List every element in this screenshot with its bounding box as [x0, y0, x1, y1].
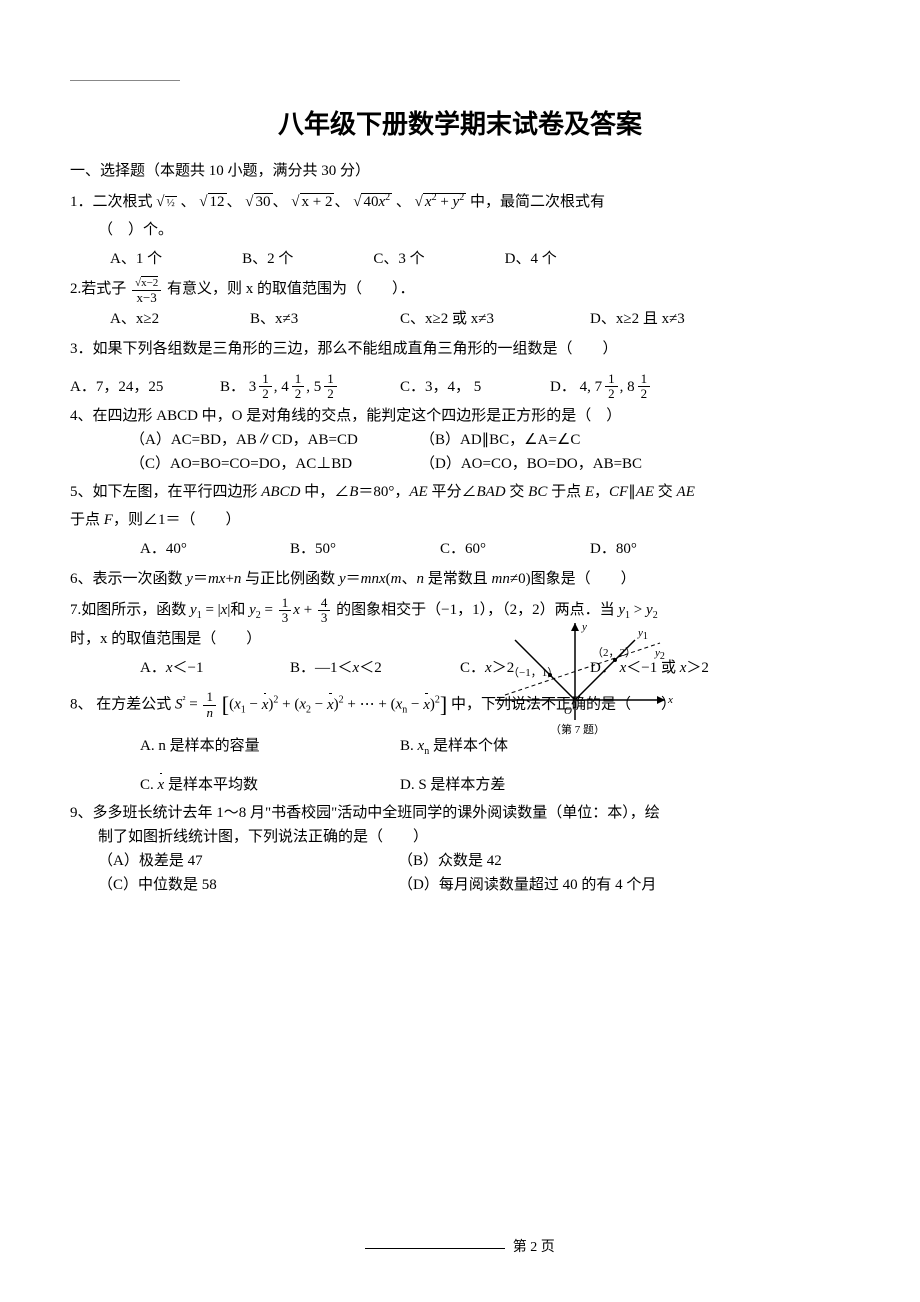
q9-opt-a: （A）极差是 47 — [98, 849, 398, 873]
q4-opt-b: （B）AD∥BC，∠A=∠C — [420, 428, 580, 452]
q2-options: A、x≥2 B、x≠3 C、x≥2 或 x≠3 D、x≥2 且 x≠3 — [70, 305, 850, 334]
q8-opt-a: A. n 是样本的容量 — [140, 732, 400, 761]
q8-row1: A. n 是样本的容量 B. xn 是样本个体 — [70, 732, 850, 761]
q8-opt-d: D. S 是样本方差 — [400, 771, 505, 800]
question-8: 8、 在方差公式 S² = 1n [(x1 − x)2 + (x2 − x)2 … — [70, 684, 850, 799]
q4-stem: 4、在四边形 ABCD 中，O 是对角线的交点，能判定这个四边形是正方形的是（ … — [70, 404, 850, 428]
q9-line1: 9、多多班长统计去年 1～8 月"书香校园"活动中全班同学的课外阅读数量（单位：… — [70, 801, 850, 825]
section-1-header: 一、选择题（本题共 10 小题，满分共 30 分） — [70, 157, 850, 186]
q2-pre: 2.若式子 — [70, 282, 126, 298]
page-number: 第 2 页 — [513, 1240, 555, 1255]
q4-row1: （A）AC=BD，AB∥CD，AB=CD （B）AD∥BC，∠A=∠C — [70, 428, 850, 452]
question-6: 6、表示一次函数 y＝mx+n 与正比例函数 y＝mnx(m、n 是常数且 mn… — [70, 565, 850, 594]
q7-opt-a: A．x＜−1 — [140, 654, 290, 683]
q9-line2: 制了如图折线统计图，下列说法正确的是（ ） — [70, 825, 850, 849]
q2-opt-c: C、x≥2 或 x≠3 — [400, 305, 590, 334]
radical-3: 30 — [245, 188, 272, 217]
q8-opt-c: C. x 是样本平均数 — [140, 771, 400, 800]
graph-p1: （−1，1） — [508, 663, 558, 684]
graph-p2: （2，2） — [592, 643, 636, 664]
q9-opt-b: （B）众数是 42 — [398, 849, 502, 873]
graph-y1: y1 — [638, 623, 648, 646]
q5-line1: 5、如下左图，在平行四边形 ABCD 中，∠B＝80°，AE 平分∠BAD 交 … — [70, 478, 850, 507]
q1-opt-a: A、1 个 — [110, 245, 162, 274]
q3-stem: 3．如果下列各组数是三角形的三边，那么不能组成直角三角形的一组数是（ ） — [70, 335, 850, 364]
question-7: 7.如图所示，函数 y1 = |x|和 y2 = 13x + 43 的图象相交于… — [70, 596, 850, 683]
q2-opt-b: B、x≠3 — [250, 305, 400, 334]
q1-opt-b: B、2 个 — [242, 245, 293, 274]
q1-stem-post: 中，最简二次根式有 — [470, 194, 605, 210]
q9-row2: （C）中位数是 58 （D）每月阅读数量超过 40 的有 4 个月 — [70, 873, 850, 897]
q1-opt-c: C、3 个 — [373, 245, 424, 274]
q5-opt-c: C．60° — [440, 535, 590, 564]
graph-y-label: y — [582, 617, 587, 638]
q4-opt-c: （C）AO=BO=CO=DO，AC⊥BD — [130, 452, 420, 476]
q7-opt-b: B．—1＜x＜2 — [290, 654, 460, 683]
graph-origin: O — [564, 701, 572, 722]
q5-options: A．40° B．50° C．60° D．80° — [70, 535, 850, 564]
q2-opt-a: A、x≥2 — [110, 305, 250, 334]
q9-opt-d: （D）每月阅读数量超过 40 的有 4 个月 — [398, 873, 656, 897]
graph-x-label: x — [668, 690, 673, 711]
q4-row2: （C）AO=BO=CO=DO，AC⊥BD （D）AO=CO，BO=DO，AB=B… — [70, 452, 850, 476]
radical-5: 40x2 — [353, 188, 392, 217]
q9-row1: （A）极差是 47 （B）众数是 42 — [70, 849, 850, 873]
graph-caption: （第 7 题） — [550, 720, 605, 741]
graph-y2: y2 — [655, 643, 665, 666]
q1-stem-pre: 1．二次根式 — [70, 194, 156, 210]
q3-opt-b: B． 312, 412, 512 — [220, 372, 400, 402]
q5-line2: 于点 F，则∠1＝（ ） — [70, 506, 850, 535]
q3-opt-d: D． 4, 712, 812 — [550, 372, 652, 402]
q2-post: 有意义，则 x 的取值范围为（ ）． — [167, 282, 415, 298]
q3-opt-c: C．3，4， 5 — [400, 375, 550, 399]
q3-options: A．7，24，25 B． 312, 412, 512 C．3，4， 5 D． 4… — [70, 372, 850, 402]
q3-opt-a: A．7，24，25 — [70, 375, 220, 399]
q5-opt-a: A．40° — [140, 535, 290, 564]
q9-opt-c: （C）中位数是 58 — [98, 873, 398, 897]
q8-row2: C. x 是样本平均数 D. S 是样本方差 — [70, 771, 850, 800]
question-3: 3．如果下列各组数是三角形的三边，那么不能组成直角三角形的一组数是（ ） A．7… — [70, 335, 850, 401]
question-1: 1．二次根式 ½ 、 12、 30、 x + 2、 40x2 、 x2 + y2… — [70, 188, 850, 274]
page-title: 八年级下册数学期末试卷及答案 — [70, 100, 850, 149]
q2-opt-d: D、x≥2 且 x≠3 — [590, 305, 685, 334]
question-2: 2.若式子 √x−2 x−3 有意义，则 x 的取值范围为（ ）． A、x≥2 … — [70, 275, 850, 333]
page-footer: 第 2 页 — [0, 1235, 920, 1262]
q1-opt-d: D、4 个 — [505, 245, 557, 274]
q4-opt-a: （A）AC=BD，AB∥CD，AB=CD — [130, 428, 420, 452]
q7-graph: y x O y1 y2 （−1，1） （2，2） （第 7 题） — [490, 615, 680, 745]
q7-options: A．x＜−1 B．—1＜x＜2 C．x＞2 D． x＜−1 或 x＞2 — [70, 654, 850, 683]
radical-6: x2 + y2 — [415, 188, 467, 217]
question-9: 9、多多班长统计去年 1～8 月"书香校园"活动中全班同学的课外阅读数量（单位：… — [70, 801, 850, 897]
radical-1: ½ — [156, 188, 176, 217]
footer-rule — [365, 1248, 505, 1249]
radical-4: x + 2 — [291, 188, 334, 217]
question-5: 5、如下左图，在平行四边形 ABCD 中，∠B＝80°，AE 平分∠BAD 交 … — [70, 478, 850, 564]
q5-opt-b: B．50° — [290, 535, 440, 564]
q4-opt-d: （D）AO=CO，BO=DO，AB=BC — [420, 452, 642, 476]
q2-fraction: √x−2 x−3 — [132, 275, 161, 305]
q1-options: A、1 个 B、2 个 C、3 个 D、4 个 — [70, 245, 850, 274]
q5-opt-d: D．80° — [590, 535, 637, 564]
radical-2: 12 — [199, 188, 226, 217]
top-rule — [70, 80, 180, 81]
q7-line2: 时，x 的取值范围是（ ） — [70, 625, 850, 654]
q1-tail: （ ）个。 — [70, 216, 850, 245]
question-4: 4、在四边形 ABCD 中，O 是对角线的交点，能判定这个四边形是正方形的是（ … — [70, 404, 850, 476]
